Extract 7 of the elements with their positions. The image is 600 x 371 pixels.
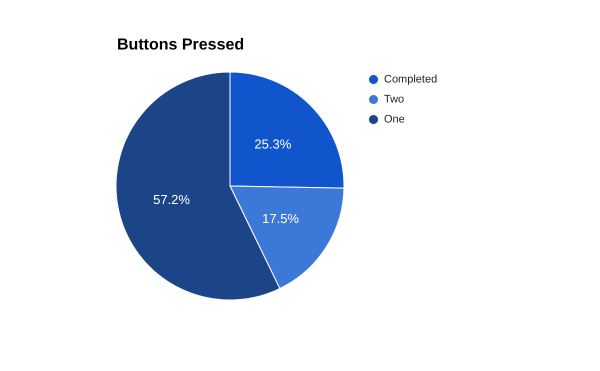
- chart-title: Buttons Pressed: [117, 36, 244, 54]
- data-label: 57.2%: [153, 192, 190, 207]
- legend-label: Two: [384, 94, 404, 106]
- legend-label: Completed: [384, 74, 438, 86]
- legend-label: One: [384, 114, 405, 126]
- data-label: 25.3%: [254, 136, 292, 152]
- data-label: 17.5%: [262, 210, 300, 226]
